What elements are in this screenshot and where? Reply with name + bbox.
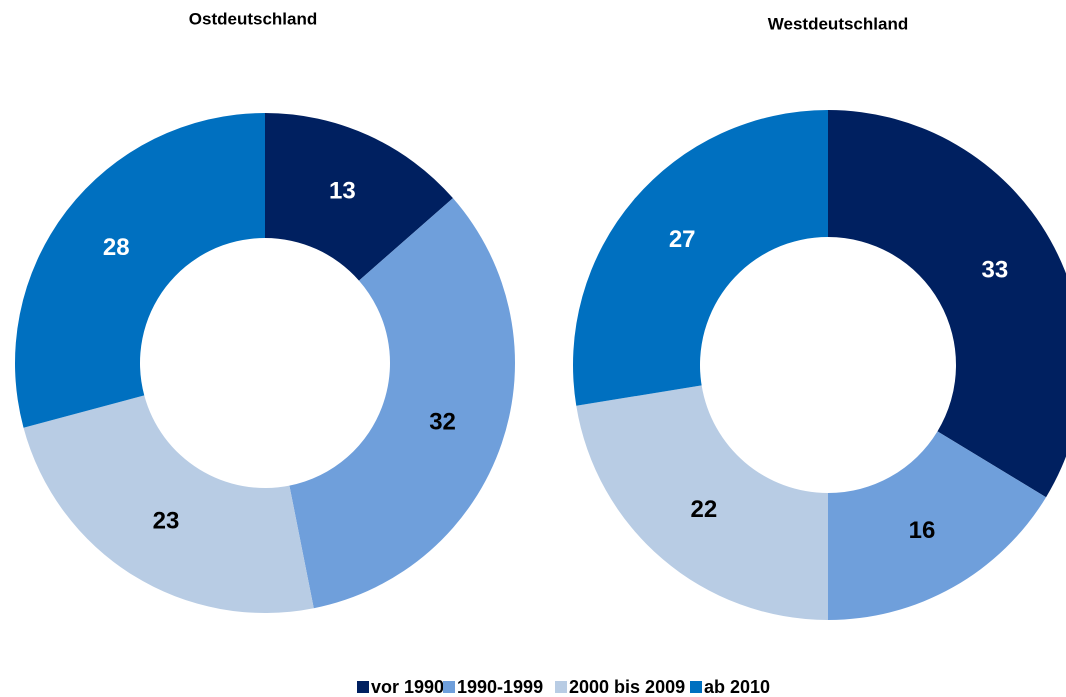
donut-segment (265, 113, 453, 281)
legend-label: vor 1990 (371, 677, 444, 697)
donut-segment (828, 110, 1066, 498)
data-label: 13 (329, 178, 356, 205)
donut-segment (576, 385, 828, 620)
legend-label: ab 2010 (704, 677, 770, 697)
legend-label: 2000 bis 2009 (569, 677, 685, 697)
donut-segment (14, 113, 265, 428)
data-label: 23 (153, 508, 180, 535)
data-label: 16 (909, 517, 936, 544)
legend-swatch (690, 681, 702, 693)
legend-label: 1990-1999 (457, 677, 543, 697)
chart-title: Westdeutschland (768, 14, 908, 33)
legend-swatch (357, 681, 369, 693)
data-label: 28 (103, 234, 130, 261)
donut-segment (23, 395, 314, 614)
data-label: 33 (982, 256, 1009, 283)
donut-segment (289, 198, 516, 609)
legend-swatch (443, 681, 455, 693)
data-label: 27 (669, 226, 696, 253)
donut-segment (573, 110, 828, 406)
chart-title: Ostdeutschland (189, 9, 317, 28)
data-label: 32 (429, 409, 456, 436)
donut-segment (828, 431, 1047, 620)
data-label: 22 (691, 496, 718, 523)
legend-swatch (555, 681, 567, 693)
